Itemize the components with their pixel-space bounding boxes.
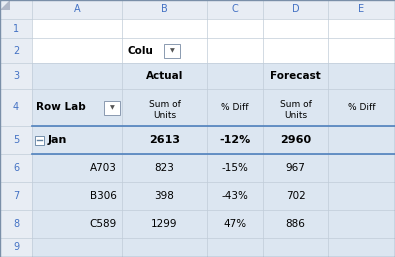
Bar bbox=[104, 100, 120, 115]
Text: % Diff: % Diff bbox=[221, 103, 249, 112]
Text: -43%: -43% bbox=[222, 191, 248, 201]
Text: E: E bbox=[358, 5, 365, 14]
Text: % Diff: % Diff bbox=[348, 103, 375, 112]
Text: 2960: 2960 bbox=[280, 135, 311, 145]
Bar bbox=[35, 135, 44, 144]
Text: -15%: -15% bbox=[222, 163, 248, 173]
Text: ▼: ▼ bbox=[169, 48, 174, 53]
Polygon shape bbox=[0, 0, 10, 10]
Text: 398: 398 bbox=[154, 191, 175, 201]
Text: Forecast: Forecast bbox=[270, 71, 321, 81]
Bar bbox=[164, 43, 180, 58]
Text: 9: 9 bbox=[13, 243, 19, 252]
Text: 8: 8 bbox=[13, 219, 19, 229]
Bar bbox=[0, 0, 32, 19]
Bar bbox=[32, 19, 395, 63]
Bar bbox=[0, 0, 395, 19]
Text: A703: A703 bbox=[90, 163, 117, 173]
Text: 886: 886 bbox=[286, 219, 305, 229]
Text: Units: Units bbox=[284, 111, 307, 120]
Text: 2: 2 bbox=[13, 45, 19, 56]
Text: Sum of: Sum of bbox=[280, 100, 311, 109]
Text: B306: B306 bbox=[90, 191, 117, 201]
Text: 702: 702 bbox=[286, 191, 305, 201]
Text: 1299: 1299 bbox=[151, 219, 178, 229]
Text: C589: C589 bbox=[90, 219, 117, 229]
Text: Jan: Jan bbox=[48, 135, 68, 145]
Text: 5: 5 bbox=[13, 135, 19, 145]
Text: ▼: ▼ bbox=[110, 105, 115, 110]
Text: -12%: -12% bbox=[219, 135, 250, 145]
Text: 823: 823 bbox=[154, 163, 175, 173]
Text: Sum of: Sum of bbox=[149, 100, 181, 109]
Text: Units: Units bbox=[153, 111, 176, 120]
Text: 47%: 47% bbox=[224, 219, 246, 229]
Text: 1: 1 bbox=[13, 23, 19, 33]
Text: 4: 4 bbox=[13, 103, 19, 113]
Text: C: C bbox=[231, 5, 238, 14]
Text: D: D bbox=[292, 5, 299, 14]
Text: 6: 6 bbox=[13, 163, 19, 173]
Text: 3: 3 bbox=[13, 71, 19, 81]
Text: Colu: Colu bbox=[127, 45, 153, 56]
Text: 967: 967 bbox=[286, 163, 305, 173]
Text: 7: 7 bbox=[13, 191, 19, 201]
Bar bbox=[0, 19, 32, 257]
Text: Actual: Actual bbox=[146, 71, 183, 81]
Text: B: B bbox=[161, 5, 168, 14]
Bar bbox=[32, 38, 395, 257]
Text: A: A bbox=[74, 5, 80, 14]
Text: 2613: 2613 bbox=[149, 135, 180, 145]
Text: Row Lab: Row Lab bbox=[36, 103, 86, 113]
